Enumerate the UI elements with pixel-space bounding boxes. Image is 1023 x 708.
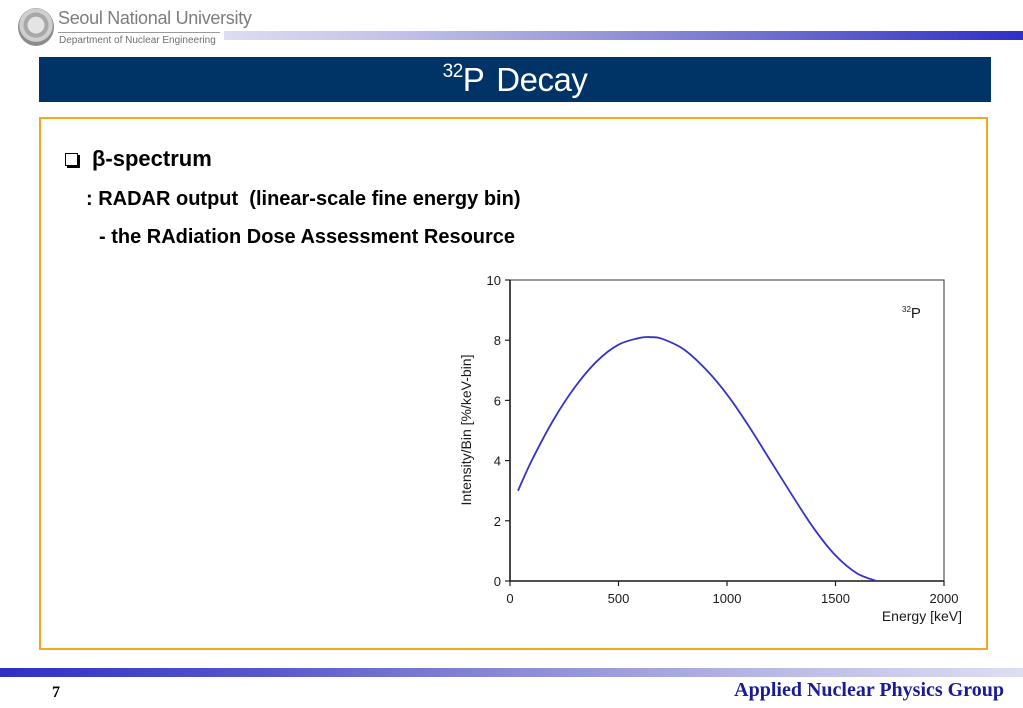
group-name: Applied Nuclear Physics Group [734, 679, 1004, 701]
y-tick-label: 10 [487, 273, 501, 288]
bullet-heading: β-spectrum [92, 146, 212, 171]
bullet-heading-row: β-spectrum [65, 146, 212, 172]
title-isotope-symbol: P [462, 60, 485, 98]
y-tick-label: 4 [494, 454, 501, 469]
x-axis-label: Energy [keV] [882, 608, 962, 624]
y-tick-label: 8 [494, 333, 501, 348]
department-name: Department of Nuclear Engineering [59, 35, 216, 46]
footer-gradient-bar [0, 668, 1023, 677]
x-axis-ticks: 0 500 1000 1500 2000 [506, 581, 958, 606]
chart-canvas: 0 2 4 6 8 10 0 500 1000 1500 2000 Intensity/Bin [… [458, 273, 962, 624]
x-tick-label: 1000 [713, 591, 742, 606]
page-number: 7 [52, 684, 60, 701]
university-logo: Seoul National University Department of … [16, 6, 252, 50]
title-isotope-mass: 32 [442, 60, 464, 82]
university-name: Seoul National University [58, 8, 252, 28]
title-rest: Decay [496, 60, 588, 98]
slide-title: 32P Decay [443, 61, 588, 99]
x-tick-label: 1500 [821, 591, 850, 606]
university-emblem-icon [18, 8, 54, 46]
y-tick-label: 0 [494, 574, 501, 589]
sub-bullet-radar-output: : RADAR output (linear-scale fine energy… [86, 188, 521, 210]
sub-bullet-radar-description: - the RAdiation Dose Assessment Resource [99, 226, 516, 248]
checkbox-square-icon [65, 152, 78, 166]
y-tick-label: 2 [494, 514, 501, 529]
x-tick-label: 500 [608, 591, 630, 606]
title-bar: 32P Decay [39, 57, 991, 102]
spectrum-curve [517, 336, 878, 582]
y-tick-label: 6 [494, 393, 501, 408]
x-tick-label: 2000 [930, 591, 959, 606]
content-box [39, 117, 988, 650]
x-tick-label: 0 [506, 591, 513, 606]
header-gradient-bar [224, 31, 1023, 40]
y-axis-ticks: 0 2 4 6 8 10 [487, 273, 510, 589]
beta-spectrum-chart: 0 2 4 6 8 10 0 500 1000 1500 2000 Intensity/Bin [… [450, 265, 980, 635]
logo-divider [58, 32, 220, 33]
plot-frame [509, 279, 945, 582]
isotope-annotation: 32P [902, 305, 921, 322]
y-axis-label: Intensity/Bin [%/keV-bin] [458, 355, 474, 506]
